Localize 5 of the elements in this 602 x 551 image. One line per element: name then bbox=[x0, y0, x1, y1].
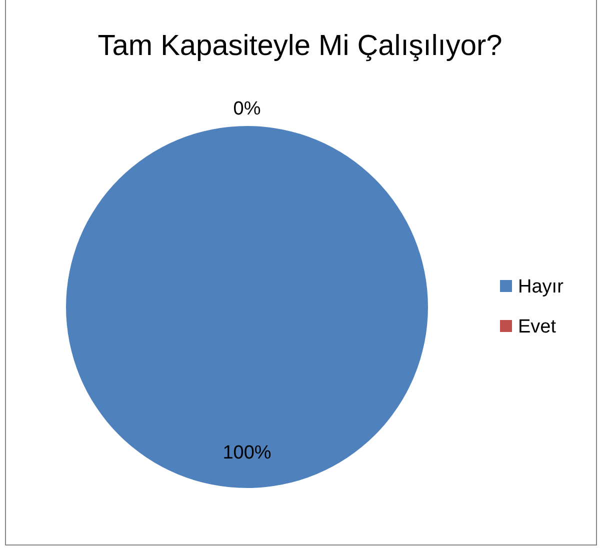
text: 0% bbox=[233, 98, 261, 120]
data-label: 100% bbox=[222, 442, 272, 464]
legend-label: Evet bbox=[518, 316, 557, 338]
legend-label: Hayır bbox=[518, 276, 564, 298]
chart-title: Tam Kapasiteyle Mi Çalışılıyor? bbox=[98, 30, 502, 62]
